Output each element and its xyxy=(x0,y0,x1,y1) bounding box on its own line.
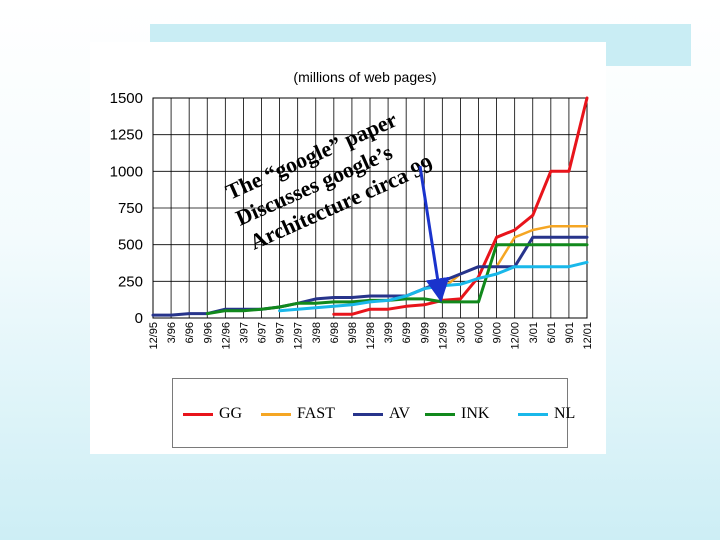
grid-lines xyxy=(153,98,587,318)
legend-label: GG xyxy=(219,405,243,422)
x-tick-label: 3/98 xyxy=(311,322,323,343)
y-tick-label: 1250 xyxy=(110,127,143,144)
x-tick-label: 6/98 xyxy=(329,322,341,343)
x-tick-label: 3/97 xyxy=(238,322,250,343)
x-tick-label: 6/97 xyxy=(257,322,269,343)
x-tick-label: 6/96 xyxy=(184,322,196,343)
chart-subtitle: (millions of web pages) xyxy=(293,69,436,85)
legend-swatch xyxy=(353,413,383,416)
x-tick-label: 9/98 xyxy=(347,322,359,343)
legend-swatch xyxy=(261,413,291,416)
chart-svg: (millions of web pages) 1500 1250 1000 750 5… xyxy=(110,69,594,350)
x-tick-label: 12/98 xyxy=(365,322,377,350)
legend: GG FAST AV INK NL xyxy=(172,378,575,448)
x-axis-ticks: 12/95 3/96 6/96 9/96 12/96 3/97 6/97 9/97 12/97 3… xyxy=(148,322,594,350)
y-tick-label: 1500 xyxy=(110,90,143,107)
x-tick-label: 6/01 xyxy=(546,322,558,343)
x-tick-label: 12/97 xyxy=(293,322,305,350)
x-tick-label: 12/99 xyxy=(437,322,449,350)
y-axis-ticks: 1500 1250 1000 750 500 250 0 xyxy=(110,90,143,327)
legend-swatch xyxy=(518,413,548,416)
x-tick-label: 12/96 xyxy=(220,322,232,350)
x-tick-label: 9/97 xyxy=(275,322,287,343)
y-tick-label: 1000 xyxy=(110,163,143,180)
legend-swatch xyxy=(425,413,455,416)
y-tick-label: 250 xyxy=(118,273,143,290)
x-tick-label: 3/99 xyxy=(383,322,395,343)
x-tick-label: 3/00 xyxy=(455,322,467,343)
x-tick-label: 3/96 xyxy=(166,322,178,343)
x-tick-label: 3/01 xyxy=(528,322,540,343)
legend-swatch xyxy=(183,413,213,416)
chart-figure: (millions of web pages) 1500 1250 1000 750 5… xyxy=(90,42,606,454)
y-tick-label: 500 xyxy=(118,237,143,254)
x-tick-label: 9/99 xyxy=(419,322,431,343)
x-tick-label: 6/00 xyxy=(474,322,486,343)
series-line-gg xyxy=(332,96,589,316)
x-tick-label: 12/95 xyxy=(148,322,160,350)
x-tick-label: 9/01 xyxy=(564,322,576,343)
series-lines xyxy=(151,96,589,317)
x-tick-label: 9/00 xyxy=(492,322,504,343)
annotation-arrow xyxy=(418,165,450,303)
x-tick-label: 6/99 xyxy=(401,322,413,343)
x-tick-label: 9/96 xyxy=(202,322,214,343)
legend-label: AV xyxy=(389,405,411,422)
legend-label: NL xyxy=(554,405,576,422)
x-tick-label: 12/01 xyxy=(582,322,594,350)
arrow-line xyxy=(418,165,450,303)
legend-label: FAST xyxy=(297,405,335,422)
legend-label: INK xyxy=(461,405,490,422)
x-tick-label: 12/00 xyxy=(510,322,522,350)
y-tick-label: 750 xyxy=(118,200,143,217)
y-tick-label: 0 xyxy=(135,310,143,327)
